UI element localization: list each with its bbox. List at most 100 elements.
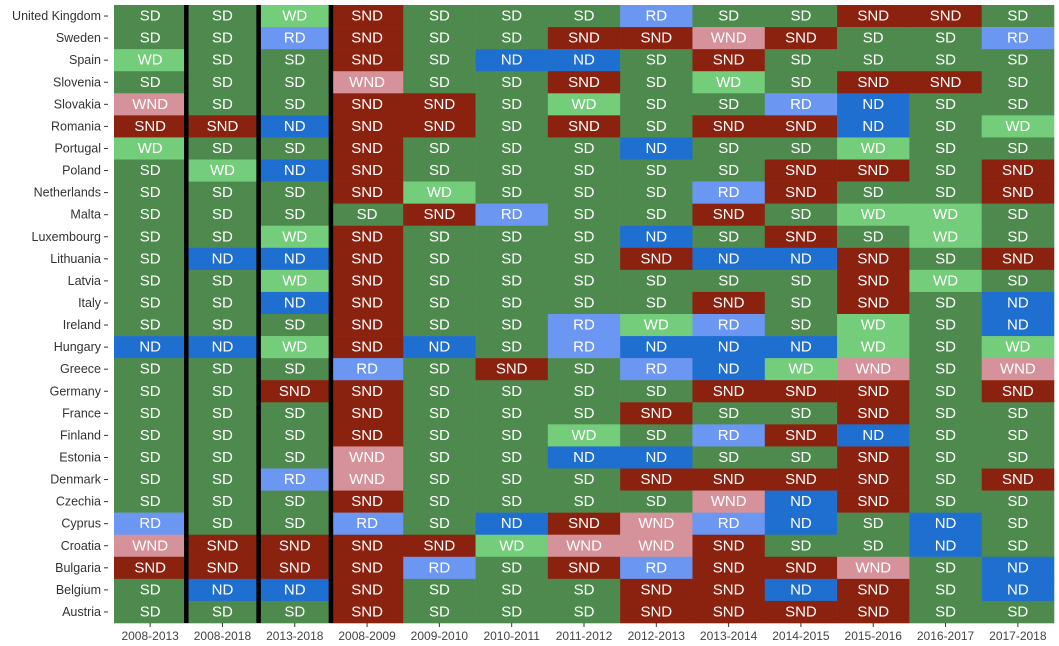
heatmap-cell-france-2014-2015 <box>764 402 838 425</box>
cell-label: SD <box>574 228 595 245</box>
heatmap-cell-united-kingdom-2015-2016 <box>837 5 910 28</box>
heatmap-cell-bulgaria-2016-2017 <box>909 556 982 580</box>
heatmap-cell-united-kingdom-2010-2011 <box>475 5 549 28</box>
cell-label: WND <box>349 449 385 466</box>
heatmap-cell-estonia-2013-2018 <box>258 446 332 469</box>
heatmap-cell-malta-2010-2011 <box>475 203 549 227</box>
cell-label: WD <box>282 272 307 289</box>
heatmap-cell-france-2008-2009 <box>330 402 404 425</box>
heatmap-cell-luxembourg-2014-2015 <box>764 225 838 249</box>
heatmap-cell-malta-2012-2013 <box>620 203 693 227</box>
cell-label: SND <box>279 559 311 576</box>
x-tick-label-2013-2018: 2013-2018 <box>266 629 324 643</box>
heatmap-cell-croatia-2011-2012 <box>547 534 621 558</box>
heatmap-cell-slovakia-2008-2009 <box>330 93 404 116</box>
heatmap-cell-italy-2014-2015 <box>764 291 838 315</box>
heatmap-cell-malta-2013-2018 <box>258 203 332 227</box>
heatmap-cell-netherlands-2008-2009 <box>330 181 404 204</box>
heatmap-cell-germany-2010-2011 <box>475 380 549 403</box>
cell-label: RD <box>790 96 812 113</box>
cell-label: WD <box>282 228 307 245</box>
cell-label: SND <box>1002 162 1034 179</box>
cell-label: SD <box>140 74 161 91</box>
heatmap-cell-austria-2009-2010 <box>403 600 476 624</box>
heatmap-cell-lithuania-2013-2014 <box>692 247 766 271</box>
x-tick-label-2008-2013: 2008-2013 <box>121 629 179 643</box>
cell-label: RD <box>573 317 595 334</box>
heatmap-cell-malta-2008-2009 <box>330 203 404 227</box>
heatmap-cell-slovenia-2015-2016 <box>837 71 910 94</box>
cell-label: SD <box>574 361 595 378</box>
heatmap-cell-estonia-2011-2012 <box>547 446 621 469</box>
cell-label: SND <box>857 8 889 25</box>
cell-label: SD <box>935 405 956 422</box>
cell-label: WD <box>861 317 886 334</box>
cell-label: SD <box>574 294 595 311</box>
heatmap-cell-luxembourg-2017-2018 <box>981 225 1055 249</box>
cell-label: SD <box>935 140 956 157</box>
heatmap-cell-lithuania-2014-2015 <box>764 247 838 271</box>
heatmap-cell-slovakia-2008-2018 <box>186 93 259 116</box>
cell-label: WD <box>427 184 452 201</box>
heatmap-cell-netherlands-2008-2013 <box>114 181 187 204</box>
heatmap-cell-belgium-2013-2018 <box>258 578 332 602</box>
heatmap-cell-finland-2012-2013 <box>620 424 693 447</box>
cell-label: SND <box>713 537 745 554</box>
heatmap-cell-denmark-2008-2013 <box>114 468 187 491</box>
cell-label: WND <box>638 515 674 532</box>
heatmap-cell-bulgaria-2011-2012 <box>547 556 621 580</box>
heatmap-cell-poland-2014-2015 <box>764 159 838 182</box>
cell-label: SD <box>935 294 956 311</box>
cell-label: SND <box>785 427 817 444</box>
cell-label: ND <box>862 427 884 444</box>
heatmap-cell-portugal-2014-2015 <box>764 137 838 160</box>
cell-label: SND <box>1002 471 1034 488</box>
heatmap-cell-finland-2014-2015 <box>764 424 838 447</box>
heatmap-cell-united-kingdom-2016-2017 <box>909 5 982 28</box>
cell-label: SD <box>429 52 450 69</box>
heatmap-cell-denmark-2009-2010 <box>403 468 476 491</box>
heatmap-cell-finland-2008-2018 <box>186 424 259 447</box>
heatmap-cell-finland-2010-2011 <box>475 424 549 447</box>
heatmap-cell-estonia-2008-2013 <box>114 446 187 469</box>
cell-label: WD <box>1005 339 1030 356</box>
cell-label: ND <box>284 581 306 598</box>
cell-label: SD <box>501 162 522 179</box>
cell-label: WND <box>711 493 747 510</box>
heatmap-cell-slovenia-2012-2013 <box>620 71 693 94</box>
cell-label: SND <box>1002 383 1034 400</box>
x-tick-label-2010-2011: 2010-2011 <box>483 629 540 643</box>
heatmap-cell-sweden-2010-2011 <box>475 27 549 50</box>
y-tick-label-italy: Italy <box>78 296 102 310</box>
cell-label: RD <box>718 184 740 201</box>
cell-label: RD <box>284 471 306 488</box>
cell-label: SD <box>212 427 233 444</box>
heatmap-cell-romania-2017-2018 <box>981 115 1055 138</box>
cell-label: ND <box>645 140 667 157</box>
heatmap-cell-italy-2011-2012 <box>547 291 621 315</box>
heatmap-cell-lithuania-2008-2013 <box>114 247 187 271</box>
heatmap-cell-croatia-2013-2018 <box>258 534 332 558</box>
cell-label: SD <box>501 250 522 267</box>
cell-label: SD <box>718 8 739 25</box>
cell-label: SD <box>284 449 305 466</box>
heatmap-cell-croatia-2009-2010 <box>403 534 476 558</box>
cell-label: ND <box>935 515 957 532</box>
heatmap-cell-germany-2014-2015 <box>764 380 838 403</box>
y-tick-label-portugal: Portugal <box>54 141 101 155</box>
cell-label: ND <box>718 250 740 267</box>
cell-label: SD <box>429 30 450 47</box>
cell-label: SD <box>429 449 450 466</box>
cell-label: RD <box>645 559 667 576</box>
cell-label: SD <box>646 294 667 311</box>
heatmap-cell-denmark-2014-2015 <box>764 468 838 491</box>
cell-label: SND <box>640 405 672 422</box>
heatmap-cell-denmark-2008-2009 <box>330 468 404 491</box>
heatmap-cell-czechia-2010-2011 <box>475 490 549 513</box>
heatmap-cell-belgium-2012-2013 <box>620 578 693 602</box>
cell-label: SND <box>496 361 528 378</box>
heatmap-cell-romania-2013-2014 <box>692 115 766 138</box>
cell-label: RD <box>139 515 161 532</box>
cell-label: SND <box>857 74 889 91</box>
heatmap-cell-slovenia-2013-2018 <box>258 71 332 94</box>
